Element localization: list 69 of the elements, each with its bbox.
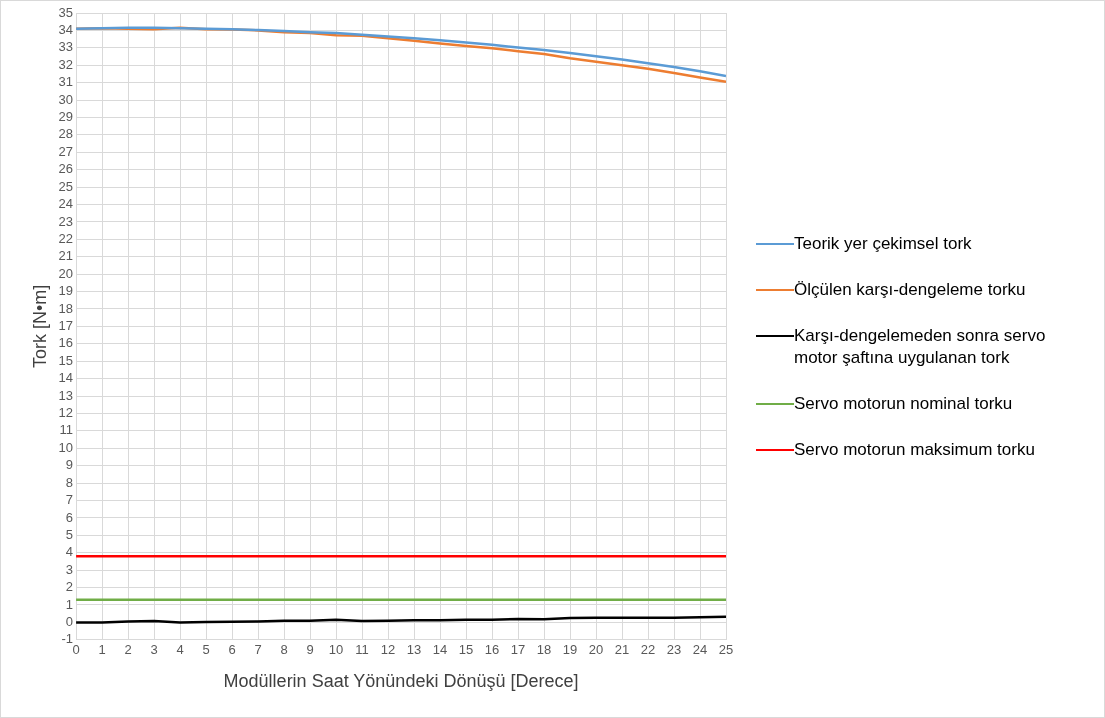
x-tick-label: 8 [280, 642, 288, 658]
x-tick-label: 21 [614, 642, 630, 658]
x-tick-label: 3 [150, 642, 158, 658]
y-tick-label: 0 [65, 613, 74, 629]
y-tick-label: 7 [65, 492, 74, 508]
x-tick-label: 16 [484, 642, 500, 658]
y-tick-label: 2 [65, 579, 74, 595]
y-tick-label: 10 [58, 439, 74, 455]
x-tick-label: 25 [718, 642, 734, 658]
y-tick-label: 23 [58, 213, 74, 229]
legend-label: Karşı-dengelemeden sonra servo motor şaftına uygulanan tork [794, 325, 1047, 369]
y-tick-label: 28 [58, 126, 74, 142]
x-tick-label: 23 [666, 642, 682, 658]
x-tick-label: 4 [176, 642, 184, 658]
y-tick-label: 16 [58, 335, 74, 351]
y-tick-label: 32 [58, 56, 74, 72]
x-tick-label: 13 [406, 642, 422, 658]
y-tick-label: 29 [58, 109, 74, 125]
x-tick-label: 2 [124, 642, 132, 658]
y-tick-label: 26 [58, 161, 74, 177]
y-tick-label: 27 [58, 143, 74, 159]
y-tick-label: 33 [58, 39, 74, 55]
y-tick-label: 25 [58, 178, 74, 194]
x-axis-title: Modüllerin Saat Yönündeki Dönüşü [Derece] [223, 671, 579, 692]
x-tick-label: 22 [640, 642, 656, 658]
y-tick-label: 11 [59, 422, 74, 438]
y-tick-label: 9 [65, 457, 74, 473]
y-tick-label: 20 [58, 265, 74, 281]
x-tick-label: 10 [328, 642, 344, 658]
y-tick-label: 4 [65, 544, 74, 560]
y-tick-label: 5 [65, 526, 74, 542]
y-tick-label: 8 [65, 474, 74, 490]
x-tick-label: 24 [692, 642, 708, 658]
x-tick-label: 17 [510, 642, 526, 658]
x-tick-label: 18 [536, 642, 552, 658]
legend-label: Teorik yer çekimsel tork [794, 233, 973, 255]
y-tick-label: 12 [58, 405, 74, 421]
y-tick-label: -1 [61, 631, 74, 647]
y-tick-label: 24 [58, 196, 74, 212]
legend-label: Servo motorun maksimum torku [794, 439, 1036, 461]
y-tick-label: 1 [65, 596, 74, 612]
y-tick-label: 6 [65, 509, 74, 525]
y-tick-label: 22 [58, 230, 74, 246]
y-tick-label: 30 [58, 91, 74, 107]
y-tick-label: 14 [58, 370, 74, 386]
y-tick-label: 17 [58, 317, 74, 333]
x-tick-label: 12 [380, 642, 396, 658]
y-tick-label: 21 [58, 248, 74, 264]
legend-label: Servo motorun nominal torku [794, 393, 1014, 415]
x-tick-label: 6 [228, 642, 236, 658]
y-tick-label: 3 [65, 561, 74, 577]
x-tick-label: 20 [588, 642, 604, 658]
y-tick-label: 13 [58, 387, 74, 403]
y-tick-label: 18 [58, 300, 74, 316]
x-tick-label: 15 [458, 642, 474, 658]
x-tick-label: 11 [355, 642, 369, 658]
x-tick-label: 5 [202, 642, 210, 658]
x-tick-label: 14 [432, 642, 448, 658]
y-tick-label: 34 [58, 21, 74, 37]
y-tick-label: 15 [58, 352, 74, 368]
x-tick-label: 7 [254, 642, 262, 658]
y-axis-title: Tork [N•m] [29, 284, 50, 369]
x-tick-label: 19 [562, 642, 578, 658]
x-tick-label: 9 [306, 642, 314, 658]
x-tick-label: 1 [98, 642, 106, 658]
y-tick-label: 35 [58, 4, 74, 20]
legend-label: Ölçülen karşı-dengeleme torku [794, 279, 1027, 301]
y-tick-label: 19 [58, 283, 74, 299]
y-tick-label: 31 [58, 74, 74, 90]
